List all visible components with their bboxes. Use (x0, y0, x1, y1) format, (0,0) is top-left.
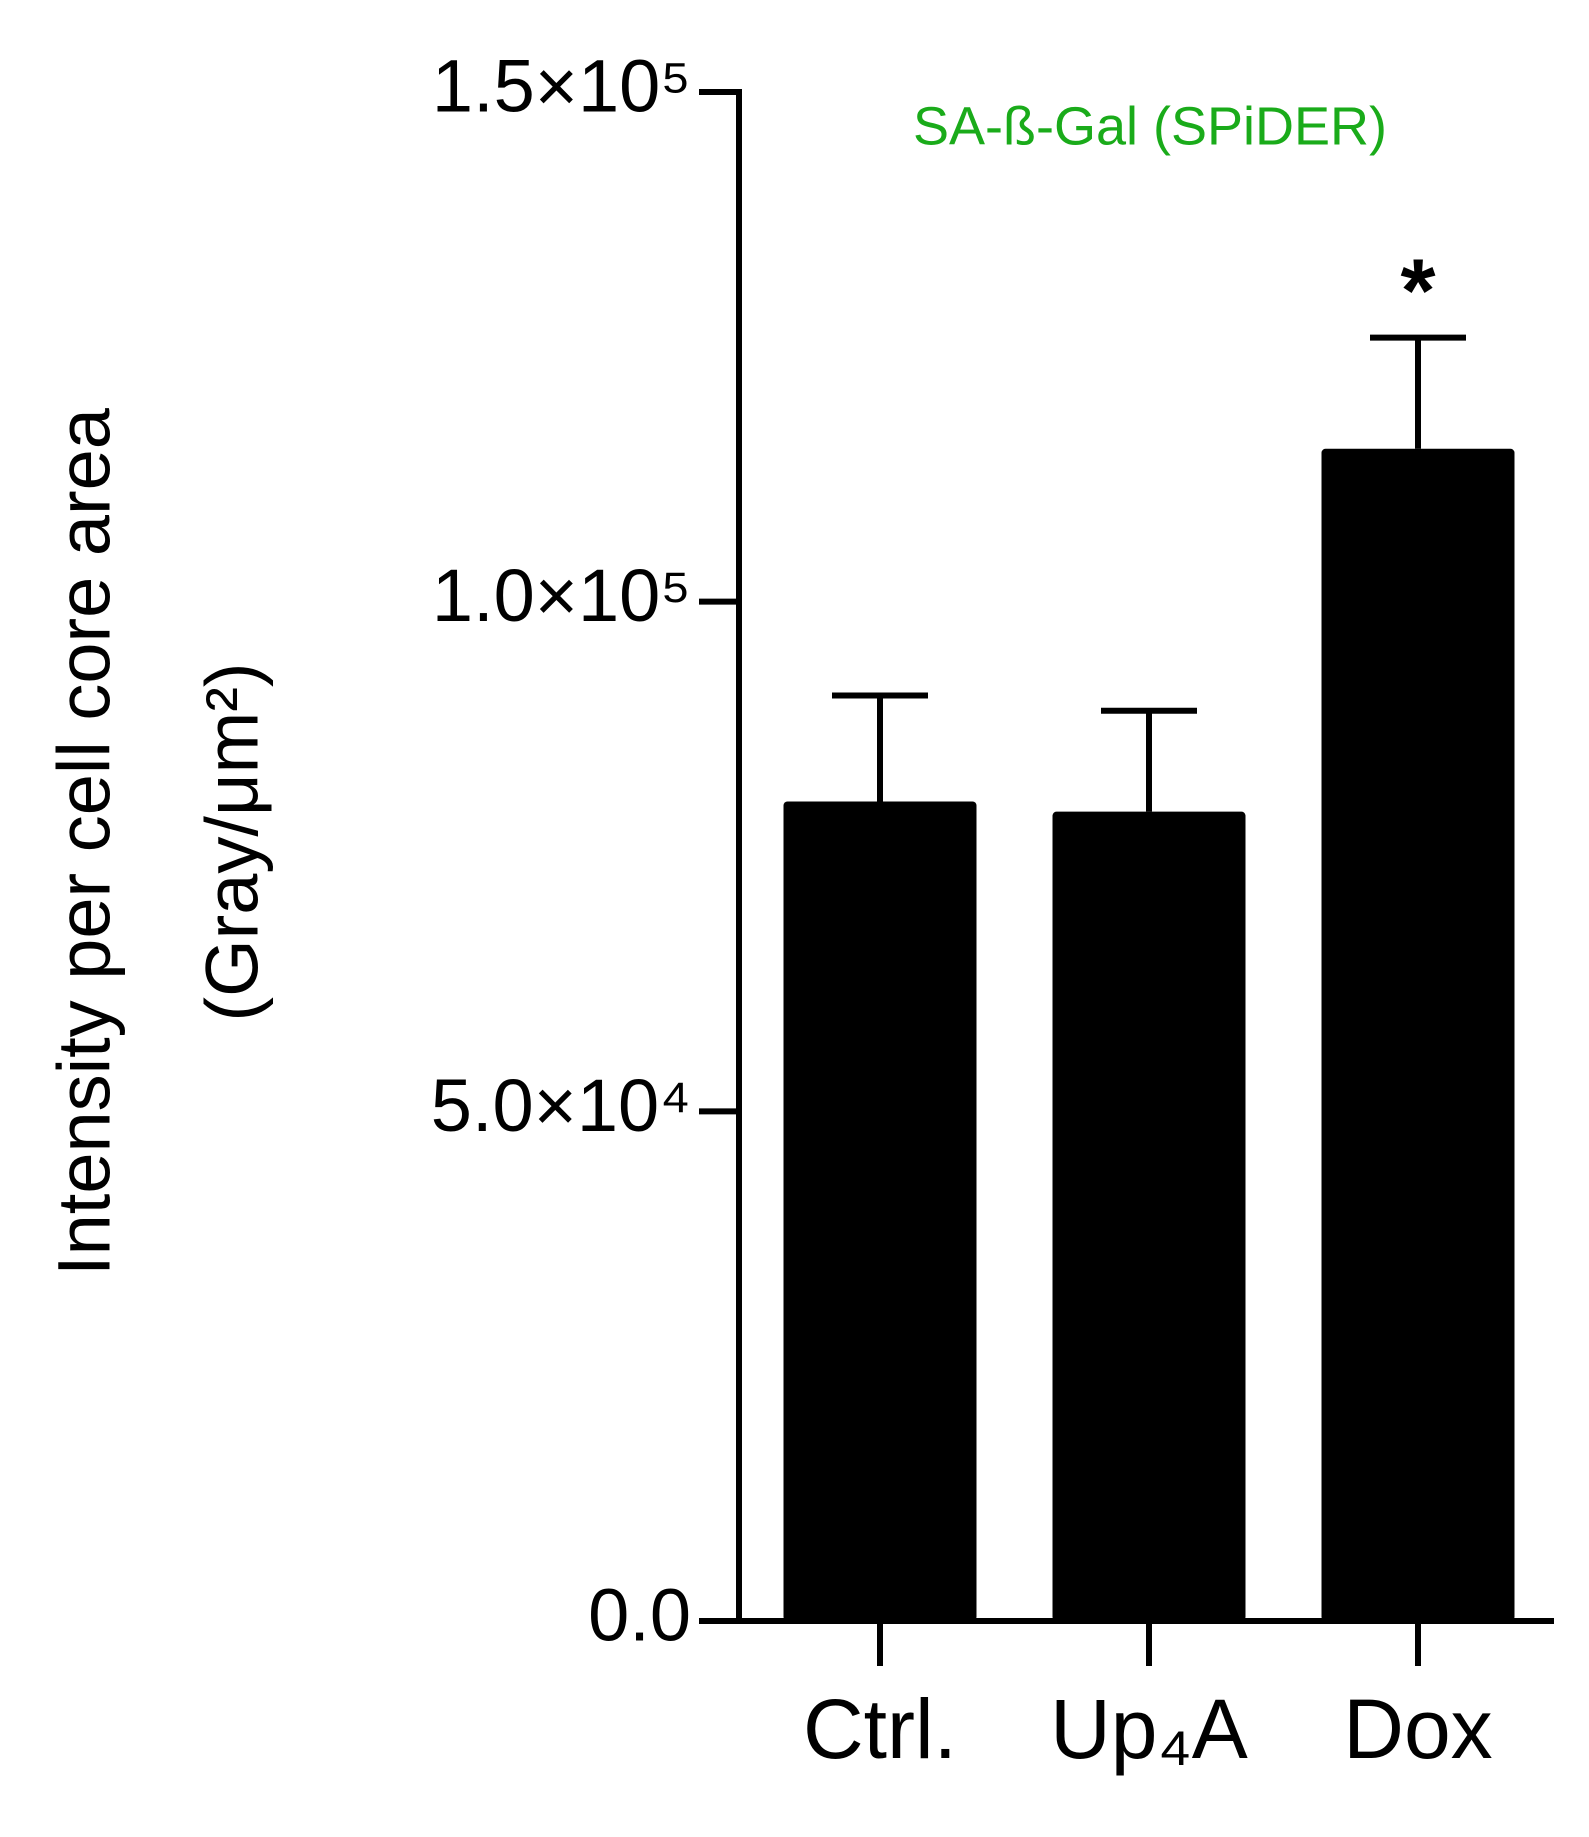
error-bar (1370, 334, 1466, 449)
bar (1321, 448, 1515, 1622)
y-tick-label: 1.0×10⁵ (432, 554, 691, 637)
x-tick-label: Up₄A (1050, 1682, 1248, 1776)
bar (1052, 811, 1246, 1621)
y-axis-label-line: (Gray/μm²) (191, 662, 274, 1021)
x-tick-label: Dox (1343, 1682, 1492, 1776)
chart-title: SA-ß-Gal (SPiDER) (913, 96, 1387, 156)
y-axis-label-line: Intensity per cell core area (43, 407, 126, 1276)
y-axis-label: Intensity per cell core area (Gray/μm²) (43, 407, 274, 1276)
y-tick-label: 1.5×10⁵ (432, 45, 691, 128)
annotation: * (1400, 241, 1435, 341)
y-tick-label: 5.0×10⁴ (431, 1064, 691, 1147)
error-bar (1101, 707, 1197, 812)
y-tick-label: 0.0 (588, 1574, 691, 1657)
error-bar (832, 692, 928, 802)
bar (783, 801, 977, 1621)
x-tick-label: Ctrl. (803, 1682, 957, 1776)
